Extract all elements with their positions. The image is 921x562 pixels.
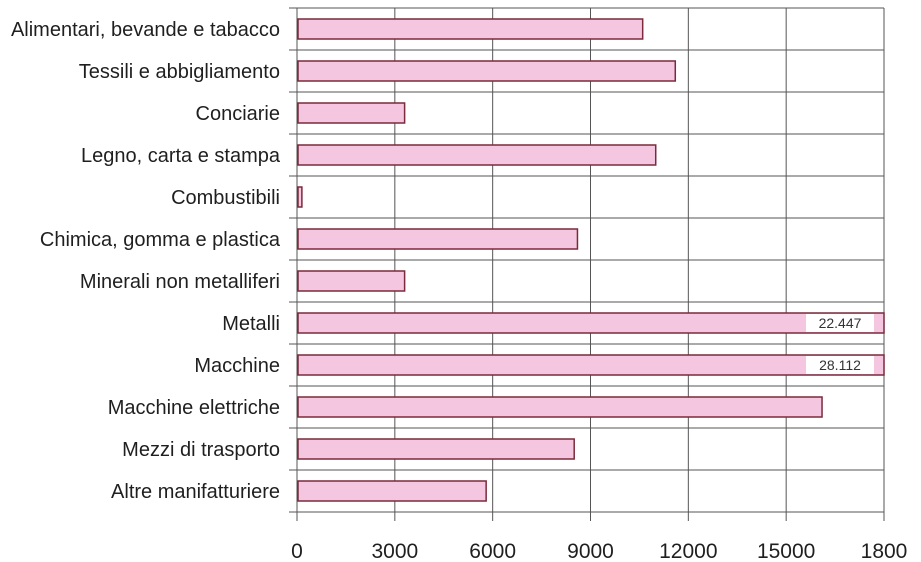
bar — [297, 186, 303, 208]
bar — [297, 18, 644, 40]
category-label: Minerali non metalliferi — [80, 271, 280, 293]
bar — [297, 270, 406, 292]
category-label: Macchine elettriche — [108, 397, 280, 419]
data-label: 22.447 — [819, 315, 862, 331]
bar — [297, 396, 823, 418]
category-label: Metalli — [222, 313, 280, 335]
grid-layer — [289, 7, 885, 521]
category-label: Mezzi di trasporto — [122, 439, 280, 461]
bar — [297, 102, 406, 124]
category-label: Alimentari, bevande e tabacco — [11, 19, 280, 41]
x-tick-label: 1800 — [861, 540, 908, 562]
x-tick-label: 15000 — [757, 540, 815, 562]
x-tick-label: 6000 — [469, 540, 516, 562]
category-label: Combustibili — [171, 187, 280, 209]
category-label: Legno, carta e stampa — [81, 145, 281, 167]
category-label: Altre manifatturiere — [111, 481, 280, 503]
category-label: Macchine — [194, 355, 280, 377]
bar — [297, 60, 677, 82]
x-tick-label: 0 — [291, 540, 303, 562]
category-label: Conciarie — [196, 103, 280, 125]
bar — [297, 228, 579, 250]
x-tick-labels: 0 3000 6000 9000 12000 15000 1800 — [291, 540, 907, 562]
bar — [297, 354, 885, 376]
data-label-box — [806, 314, 874, 332]
bar — [297, 144, 657, 166]
data-label-box — [806, 356, 874, 374]
bar — [297, 312, 885, 334]
data-label: 28.112 — [819, 357, 861, 373]
data-labels: 22.447 28.112 — [806, 314, 874, 374]
category-labels: Alimentari, bevande e tabacco Tessili e a… — [11, 19, 281, 503]
category-label: Tessili e abbigliamento — [79, 61, 280, 83]
x-tick-label: 12000 — [659, 540, 717, 562]
category-label: Chimica, gomma e plastica — [40, 229, 281, 251]
bar — [297, 438, 575, 460]
bar — [297, 480, 487, 502]
x-tick-label: 9000 — [567, 540, 614, 562]
bar-layer — [297, 18, 885, 502]
x-tick-label: 3000 — [371, 540, 418, 562]
